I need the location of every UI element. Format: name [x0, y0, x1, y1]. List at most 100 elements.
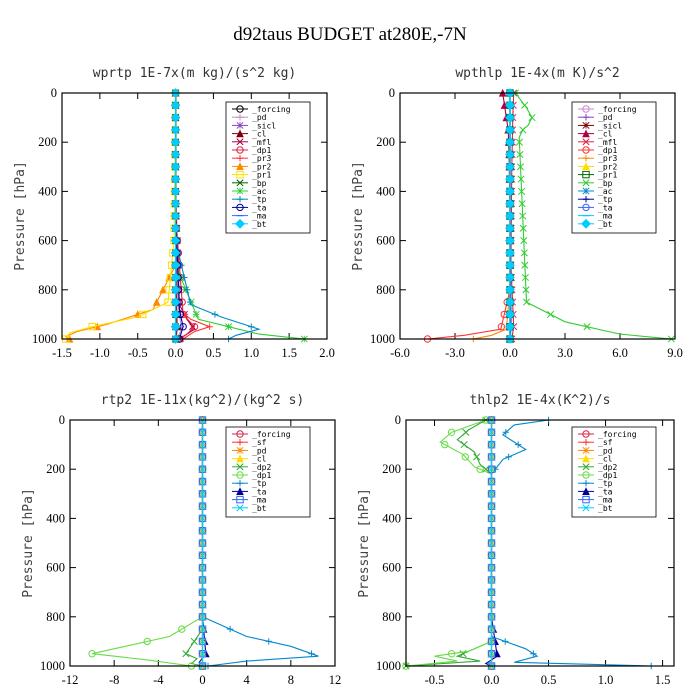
- data-point: [170, 211, 181, 221]
- legend-label: _tp: [598, 479, 613, 488]
- panel-3: rtp2 1E-11x(kg^2)/(kg^2 s) Pressure [hPa]…: [21, 393, 341, 687]
- legend-label: _pr3: [252, 154, 271, 163]
- y-tick-label: 600: [46, 561, 65, 575]
- legend-marker: [582, 430, 590, 438]
- legend-marker: [582, 196, 590, 203]
- legend-marker: [582, 471, 590, 479]
- legend-marker: [582, 480, 590, 487]
- data-point: [308, 650, 315, 657]
- legend-item: _ma: [232, 212, 267, 221]
- x-tick-label: 6.0: [612, 346, 628, 360]
- data-point: [186, 298, 194, 306]
- y-axis-label: Pressure [hPa]: [357, 488, 372, 598]
- legend-marker: [236, 480, 244, 487]
- data-point: [476, 465, 484, 473]
- legend-label: _pr3: [598, 154, 617, 163]
- plot-frame: [405, 419, 675, 667]
- x-tick-label: -0.5: [425, 673, 445, 687]
- legend-label: _pd: [598, 113, 613, 122]
- legend-marker: [582, 495, 590, 504]
- series-bt: [487, 416, 496, 670]
- data-point: [505, 161, 515, 172]
- data-point: [170, 186, 181, 197]
- legend-marker: [582, 487, 590, 495]
- legend-marker: [236, 162, 244, 170]
- legend-item: _ta: [232, 487, 267, 496]
- legend-marker: [236, 504, 244, 512]
- data-point: [505, 272, 515, 283]
- legend-item: _dp1: [232, 146, 271, 155]
- legend-item: _sf: [578, 438, 613, 447]
- data-point: [198, 600, 207, 609]
- legend-label: _cl: [252, 130, 267, 139]
- data-point: [487, 551, 496, 559]
- x-tick-label: -4: [153, 673, 164, 687]
- y-tick-label: 1000: [376, 659, 401, 673]
- y-tick-label: 600: [376, 234, 395, 248]
- data-point: [198, 539, 207, 547]
- data-point: [460, 441, 468, 449]
- data-point: [505, 198, 515, 209]
- legend-item: _pd: [232, 113, 267, 122]
- y-tick-label: 0: [395, 413, 401, 427]
- legend-item: _forcing: [232, 430, 291, 439]
- legend-marker: [236, 454, 244, 463]
- legend-marker: [582, 129, 590, 138]
- legend-label: _tp: [598, 195, 613, 204]
- legend-item: _tp: [232, 479, 267, 488]
- legend-label: _forcing: [598, 430, 637, 439]
- y-tick-label: 400: [38, 184, 57, 198]
- legend-label: _ac: [252, 187, 267, 196]
- data-point: [206, 323, 213, 330]
- data-point: [487, 514, 496, 522]
- legend-item: _bt: [232, 504, 267, 513]
- legend-marker: [236, 138, 244, 146]
- series-bt: [505, 88, 515, 344]
- legend-label: _forcing: [598, 105, 637, 114]
- panel-1: wprtp 1E-7x(m kg)/(s^2 kg) Pressure [hPa]…: [13, 66, 335, 360]
- data-point: [170, 161, 181, 172]
- legend-label: _pr2: [252, 162, 271, 171]
- data-point: [505, 260, 515, 271]
- legend-item: _mfl: [232, 138, 271, 147]
- y-tick-label: 0: [59, 413, 65, 427]
- legend-marker: [582, 454, 590, 463]
- data-point: [170, 149, 181, 160]
- legend-item: _pd: [578, 113, 613, 122]
- data-point: [198, 441, 207, 449]
- x-tick-label: 3.0: [557, 346, 573, 360]
- legend-marker: [582, 203, 590, 212]
- legend-item: _pr3: [232, 154, 271, 163]
- data-point: [487, 428, 496, 436]
- data-point: [192, 310, 200, 318]
- data-point: [198, 588, 207, 596]
- data-point: [487, 564, 496, 572]
- data-point: [170, 137, 181, 148]
- panel-title: wprtp 1E-7x(m kg)/(s^2 kg): [93, 66, 297, 81]
- y-tick-label: 400: [376, 184, 395, 198]
- data-point: [487, 613, 496, 621]
- data-point: [198, 477, 207, 486]
- legend-item: _sf: [232, 438, 267, 447]
- data-point: [198, 650, 207, 658]
- x-tick-label: 0: [199, 673, 205, 687]
- legend-item: _tp: [232, 195, 267, 204]
- data-point: [505, 124, 515, 135]
- legend-item: _pr1: [578, 171, 617, 180]
- data-point: [170, 260, 181, 271]
- legend-marker: [236, 430, 244, 438]
- data-point: [520, 249, 528, 257]
- series-pr1: [62, 89, 180, 343]
- legend-marker: [236, 471, 244, 479]
- legend-label: _ma: [252, 496, 267, 505]
- legend-label: _pr1: [252, 171, 271, 180]
- data-point: [170, 198, 181, 209]
- series-dp1: [402, 416, 496, 670]
- legend-marker: [581, 218, 591, 229]
- legend-item: _ac: [232, 187, 267, 196]
- y-tick-label: 800: [376, 283, 395, 297]
- data-point: [198, 514, 207, 522]
- data-point: [170, 309, 181, 320]
- series-line: [91, 420, 204, 667]
- data-point: [248, 323, 255, 330]
